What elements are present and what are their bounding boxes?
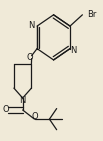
Text: N: N	[28, 21, 34, 30]
Text: O: O	[32, 112, 38, 121]
Text: Br: Br	[87, 10, 96, 19]
Text: O: O	[27, 53, 33, 62]
Text: N: N	[70, 46, 77, 55]
Text: N: N	[19, 96, 26, 105]
Text: O: O	[2, 105, 9, 114]
